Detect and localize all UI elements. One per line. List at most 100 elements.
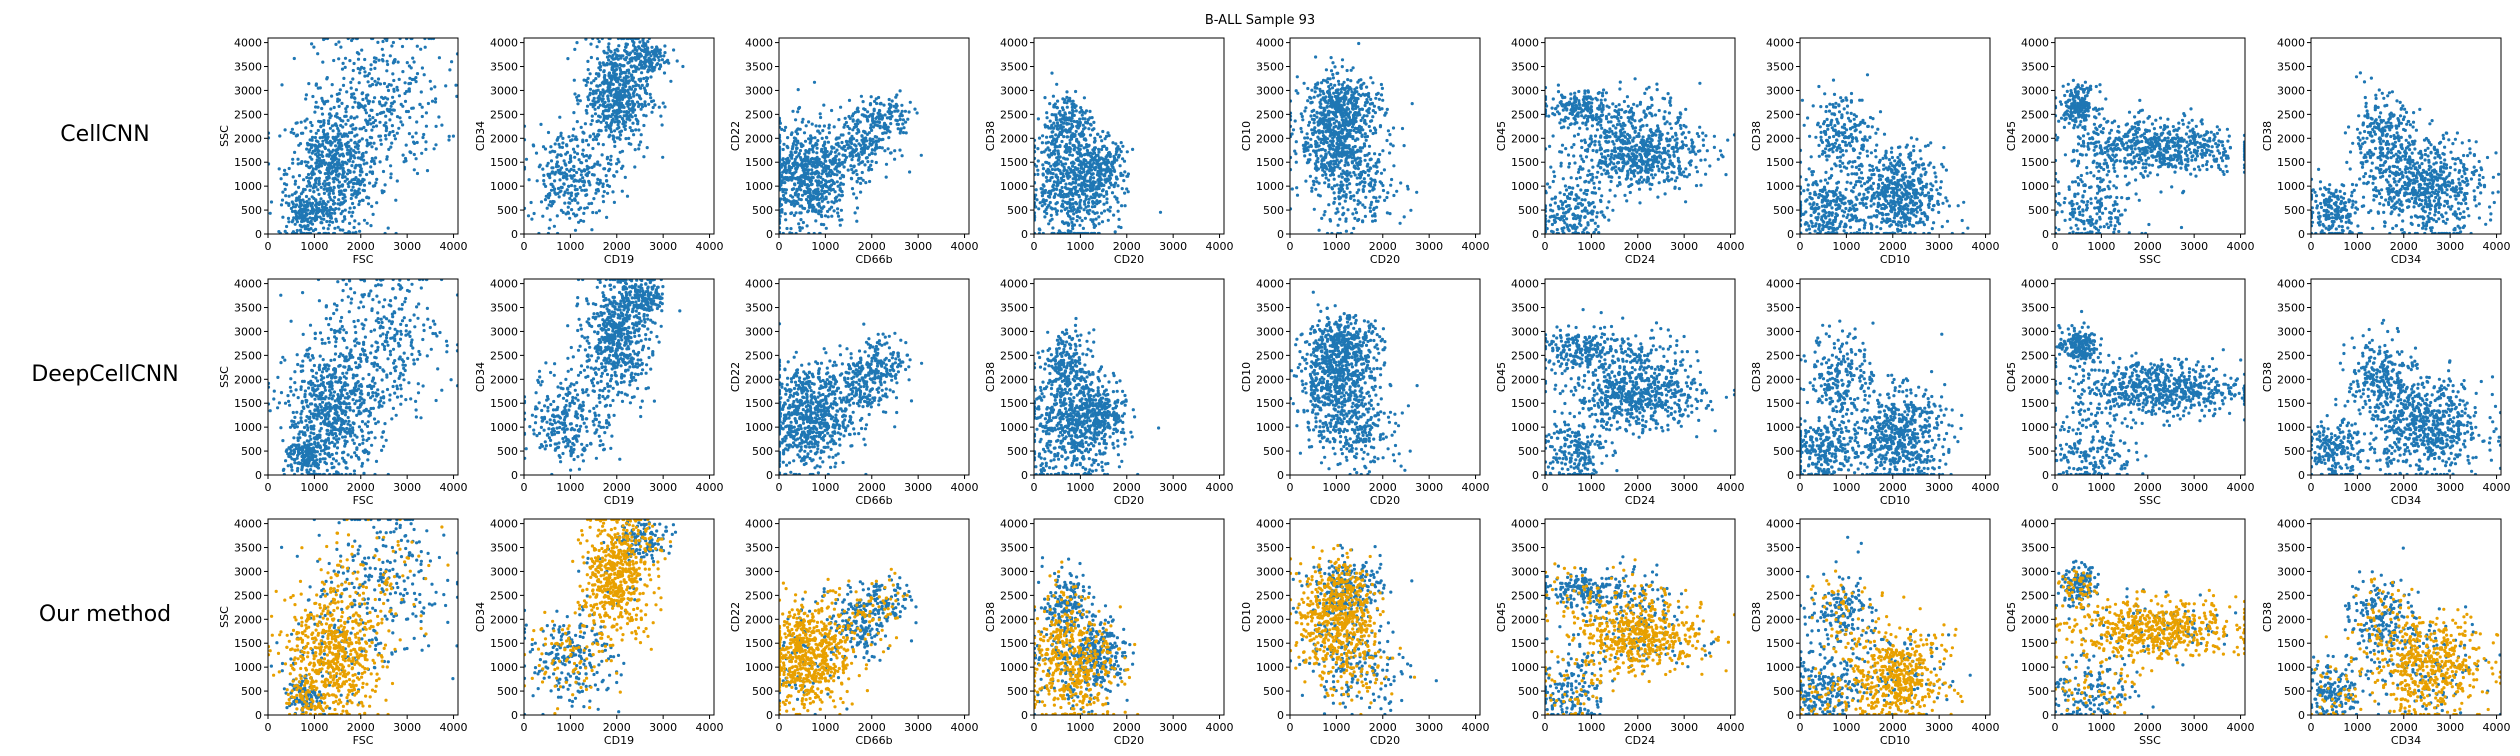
scatter-point-blue-394 <box>1068 215 1072 219</box>
scatter-point-blue-118 <box>345 172 350 176</box>
scatter-point-blue-669 <box>549 145 553 149</box>
scatter-point-blue-462 <box>1345 183 1349 187</box>
scatter-point-blue-923 <box>394 198 398 202</box>
scatter-point-blue-345 <box>583 122 588 126</box>
scatter-point-blue-508 <box>314 147 318 151</box>
scatter-point-blue-556 <box>1313 126 1317 130</box>
scatter-point-blue-69 <box>1034 201 1037 205</box>
scatter-point-blue-87 <box>589 81 593 85</box>
figure-title: B-ALL Sample 93 <box>1205 13 1315 28</box>
scatter-point-blue-1128 <box>304 213 308 217</box>
scatter-point-blue-286 <box>789 227 793 231</box>
scatter-point-blue-800 <box>420 66 424 70</box>
scatter-point-blue-71 <box>1321 168 1325 172</box>
scatter-point-blue-495 <box>803 155 808 159</box>
scatter-point-blue-94 <box>1097 147 1101 151</box>
scatter-point-blue-257 <box>639 107 643 111</box>
scatter-point-blue-369 <box>353 190 357 194</box>
scatter-point-blue-793 <box>860 138 864 142</box>
scatter-point-blue-153 <box>590 119 594 123</box>
scatter-point-blue-390 <box>329 198 333 202</box>
scatter-point-blue-788 <box>559 131 563 135</box>
scatter-point-blue-366 <box>1040 187 1044 191</box>
y-tick-label: 4000 <box>745 37 773 50</box>
scatter-point-blue-339 <box>593 107 597 111</box>
scatter-point-blue-710 <box>601 200 606 204</box>
scatter-point-blue-651 <box>317 179 321 183</box>
scatter-point-blue-558 <box>1314 176 1318 180</box>
scatter-point-blue-906 <box>351 123 355 127</box>
scatter-point-blue-636 <box>817 183 821 187</box>
scatter-point-blue-667 <box>779 188 782 192</box>
scatter-point-blue-30 <box>346 118 350 122</box>
scatter-point-blue-546 <box>1041 134 1045 138</box>
scatter-point-blue-35 <box>307 197 311 201</box>
scatter-point-blue-1039 <box>305 117 309 121</box>
scatter-point-blue-963 <box>1076 146 1080 150</box>
scatter-point-blue-838 <box>423 38 427 41</box>
scatter-point-blue-985 <box>1063 157 1068 161</box>
scatter-point-blue-466 <box>643 91 648 95</box>
scatter-point-blue-60 <box>818 160 823 164</box>
scatter-point-blue-283 <box>1331 61 1335 65</box>
scatter-point-blue-858 <box>410 106 414 110</box>
scatter-point-blue-490 <box>792 204 796 208</box>
scatter-point-blue-282 <box>321 182 325 186</box>
scatter-point-blue-447 <box>615 47 619 51</box>
scatter-point-blue-832 <box>553 150 557 154</box>
scatter-point-blue-977 <box>383 96 387 100</box>
scatter-point-blue-258 <box>314 131 318 135</box>
scatter-point-blue-954 <box>1117 147 1122 151</box>
scatter-point-blue-915 <box>641 38 645 42</box>
scatter-point-blue-386 <box>1063 231 1067 234</box>
scatter-point-blue-432 <box>1322 163 1327 167</box>
scatter-point-blue-432 <box>1048 219 1052 223</box>
scatter-point-blue-509 <box>1290 124 1293 128</box>
scatter-point-blue-280 <box>1310 189 1314 193</box>
x-axis-label: CD19 <box>604 253 634 266</box>
scatter-point-blue-740 <box>1072 133 1076 137</box>
scatter-point-blue-850 <box>1071 180 1075 184</box>
scatter-point-blue-416 <box>575 98 580 102</box>
scatter-point-blue-853 <box>862 145 866 149</box>
scatter-point-blue-489 <box>586 76 590 80</box>
scatter-point-blue-327 <box>595 57 600 61</box>
scatter-point-blue-247 <box>331 202 336 206</box>
scatter-point-blue-92 <box>1359 118 1363 123</box>
scatter-point-blue-472 <box>585 111 589 115</box>
scatter-point-blue-924 <box>878 109 882 113</box>
scatter-point-blue-179 <box>799 188 803 192</box>
scatter-point-blue-746 <box>571 147 576 151</box>
scatter-point-blue-625 <box>307 166 312 170</box>
scatter-point-blue-814 <box>601 109 606 113</box>
scatter-point-blue-507 <box>631 121 635 125</box>
scatter-point-blue-503 <box>784 125 788 129</box>
scatter-point-blue-367 <box>321 60 325 64</box>
scatter-point-blue-354 <box>1068 182 1072 186</box>
scatter-point-blue-741 <box>578 178 582 183</box>
scatter-point-blue-1018 <box>873 99 877 103</box>
scatter-point-blue-567 <box>594 89 598 93</box>
scatter-point-blue-1119 <box>301 198 305 202</box>
scatter-point-blue-1127 <box>290 209 295 213</box>
scatter-point-blue-1000 <box>881 137 885 141</box>
scatter-point-blue-123 <box>1342 190 1346 194</box>
scatter-point-blue-922 <box>431 38 436 41</box>
scatter-point-blue-696 <box>1053 102 1057 106</box>
scatter-point-blue-46 <box>1060 185 1064 190</box>
scatter-point-blue-58 <box>827 123 831 127</box>
scatter-point-blue-544 <box>779 181 782 185</box>
scatter-point-blue-642 <box>548 200 553 204</box>
scatter-point-blue-880 <box>531 143 535 147</box>
scatter-point-blue-268 <box>1331 76 1335 80</box>
scatter-point-blue-643 <box>779 121 782 125</box>
scatter-point-blue-758 <box>550 166 554 170</box>
scatter-point-blue-675 <box>805 164 809 168</box>
scatter-point-blue-978 <box>455 52 458 56</box>
scatter-point-blue-853 <box>579 125 583 129</box>
row-label-2: Our method <box>39 602 171 627</box>
scatter-point-blue-777 <box>401 123 405 127</box>
scatter-point-blue-974 <box>903 109 908 113</box>
scatter-point-blue-586 <box>800 160 804 164</box>
